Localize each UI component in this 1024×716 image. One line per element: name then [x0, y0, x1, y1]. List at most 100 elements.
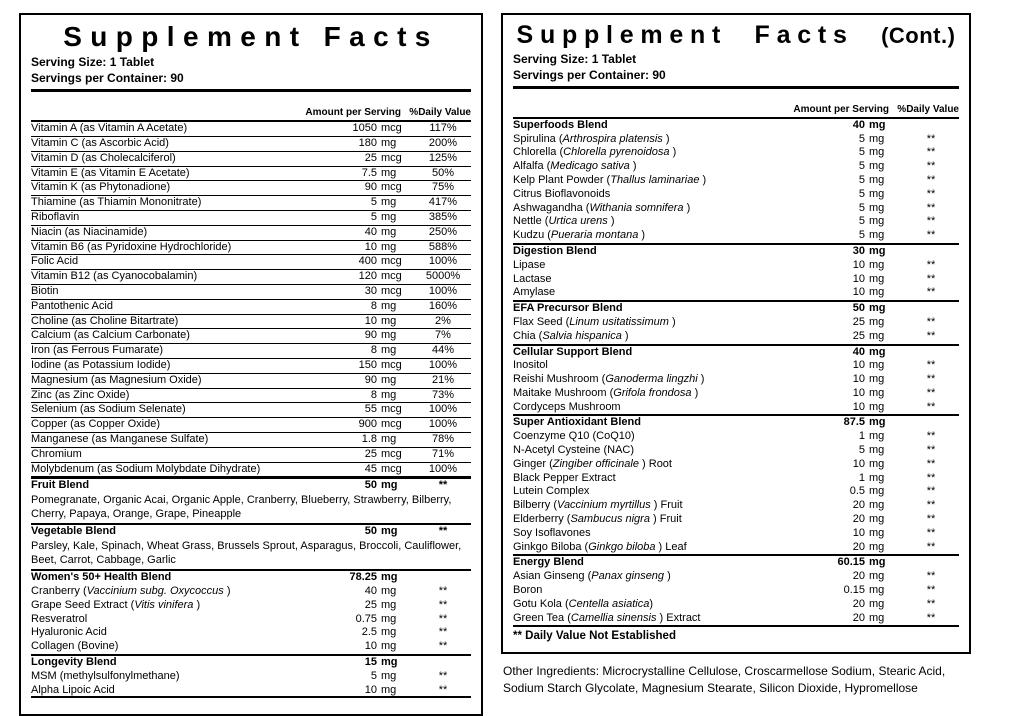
ingredient-name: Ginger (Zingiber officinale ) Root [513, 457, 672, 470]
amount-unit: mg [381, 329, 397, 342]
ingredient-row: Alfalfa (Medicago sativa ) 5 mg ** [513, 160, 959, 174]
ingredient-name: Iron (as Ferrous Fumarate) [31, 344, 164, 357]
ingredient-name: Asian Ginseng (Panax ginseng ) [513, 570, 671, 583]
panel-title-cont-suffix: (Cont.) [881, 23, 956, 48]
amount-unit: mcg [381, 447, 402, 460]
latin-name: Linum usitatissimum [569, 315, 669, 328]
latin-name: Grifola frondosa [613, 386, 692, 399]
ingredient-name: Vitamin A (as Vitamin A Acetate) [31, 122, 188, 135]
amount-unit: mg [381, 225, 397, 238]
amount-value: 40 [364, 225, 377, 238]
amount-value: 25 [364, 447, 377, 460]
daily-value-cell: ** [926, 570, 936, 583]
ingredient-name: Elderberry (Sambucus nigra ) Fruit [513, 513, 682, 526]
latin-name: Urtica urens [548, 215, 608, 228]
amount-unit: mg [869, 302, 886, 315]
amount-unit: mg [381, 196, 397, 209]
amount-value: 10 [364, 240, 377, 253]
ingredient-name: Soy Isoflavones [513, 526, 591, 539]
amount-value: 0.15 [843, 584, 865, 597]
amount-unit: mcg [381, 255, 402, 268]
amount-value: 8 [370, 299, 377, 312]
ingredient-name: Nettle (Urtica urens ) [513, 215, 615, 228]
ingredient-name: Vitamin C (as Ascorbic Acid) [31, 136, 169, 149]
ingredient-row: Inositol 10 mg ** [513, 359, 959, 373]
latin-name: Medicago sativa [550, 160, 630, 173]
ingredient-name: Boron [513, 584, 543, 597]
ingredient-rows-right: Superfoods Blend 40 mg Spirulina (Arthro… [513, 116, 959, 626]
daily-value-cell: ** [438, 585, 448, 598]
amount-value: 10 [852, 457, 865, 470]
daily-value-cell: ** [926, 386, 936, 399]
ingredient-row: Gotu Kola (Centella asiatica) 20 mg ** [513, 598, 959, 612]
daily-value-cell: ** [926, 584, 936, 597]
ingredient-row: Kelp Plant Powder (Thallus laminariae ) … [513, 174, 959, 188]
ingredient-name: Super Antioxidant Blend [513, 416, 641, 429]
amount-value: 120 [358, 270, 377, 283]
ingredient-row: Copper (as Copper Oxide) 900 mcg 100% [31, 418, 471, 433]
amount-unit: mg [381, 612, 397, 625]
blend-header-row: Superfoods Blend 40 mg [513, 119, 959, 133]
amount-value: 90 [364, 329, 377, 342]
amount-value: 78.25 [349, 571, 377, 584]
amount-unit: mg [869, 499, 885, 512]
ingredient-row: Green Tea (Camellia sinensis ) Extract 2… [513, 612, 959, 626]
latin-name: Ginkgo biloba [588, 540, 656, 553]
ingredient-row: Vitamin K (as Phytonadione) 90 mcg 75% [31, 181, 471, 197]
ingredient-name: Iodine (as Potassium Iodide) [31, 358, 171, 371]
daily-value-cell: ** [926, 540, 936, 553]
amount-value: 40 [852, 345, 865, 358]
ingredient-name: Molybdenum (as Sodium Molybdate Dihydrat… [31, 462, 261, 475]
daily-value-cell: ** [926, 430, 936, 443]
amount-value: 10 [852, 526, 865, 539]
daily-value-header: %Daily Value [897, 103, 959, 115]
daily-value-cell: 5000% [425, 270, 461, 283]
ingredient-name: Vegetable Blend [31, 525, 116, 538]
latin-name: Vaccinium subg. Oxycoccus [86, 585, 224, 598]
daily-value-cell: 75% [431, 181, 455, 194]
servings-per-container-line: Servings per Container: 90 [31, 71, 184, 86]
amount-unit: mg [869, 345, 886, 358]
other-ingredients-text: Other Ingredients: Microcrystalline Cell… [503, 664, 946, 696]
amount-value: 5 [858, 201, 865, 214]
amount-unit: mg [381, 432, 397, 445]
blend-header-row: Cellular Support Blend 40 mg [513, 343, 959, 360]
amount-unit: mcg [381, 270, 402, 283]
ingredient-row: Hyaluronic Acid 2.5 mg ** [31, 626, 471, 640]
amount-unit: mg [869, 513, 885, 526]
amount-unit: mg [869, 444, 885, 457]
latin-name: Vitis vinifera [134, 598, 194, 611]
amount-value: 40 [852, 118, 865, 131]
amount-per-serving-header: Amount per Serving [793, 103, 889, 115]
amount-value: 5 [858, 132, 865, 145]
ingredient-row: Nettle (Urtica urens ) 5 mg ** [513, 215, 959, 229]
amount-value: 10 [852, 258, 865, 271]
daily-value-cell: 50% [431, 166, 455, 179]
amount-unit: mg [869, 584, 885, 597]
ingredient-name: Chromium [31, 447, 82, 460]
daily-value-cell: ** [926, 286, 936, 299]
daily-value-cell: ** [438, 640, 448, 653]
amount-unit: mg [381, 640, 397, 653]
ingredient-row: Biotin 30 mcg 100% [31, 285, 471, 300]
ingredient-name: Coenzyme Q10 (CoQ10) [513, 430, 635, 443]
amount-value: 5 [858, 160, 865, 173]
amount-unit: mg [869, 272, 885, 285]
amount-value: 30 [364, 284, 377, 297]
amount-value: 10 [364, 640, 377, 653]
supplement-facts-panel-right: Supplement Facts (Cont.) Serving Size: 1… [501, 13, 971, 655]
amount-value: 5 [858, 187, 865, 200]
amount-unit: mcg [381, 403, 402, 416]
ingredient-row: Lipase 10 mg ** [513, 259, 959, 273]
ingredient-name: Cellular Support Blend [513, 345, 633, 358]
ingredient-name: Spirulina (Arthrospira platensis ) [513, 132, 670, 145]
amount-unit: mg [381, 683, 397, 696]
ingredient-row: Pantothenic Acid 8 mg 160% [31, 300, 471, 315]
daily-value-cell: 21% [431, 373, 455, 386]
panel-title-left: Supplement Facts [63, 21, 439, 52]
ingredient-name: Green Tea (Camellia sinensis ) Extract [513, 611, 701, 624]
daily-value-cell: ** [926, 173, 936, 186]
ingredient-name: Maitake Mushroom (Grifola frondosa ) [513, 386, 699, 399]
daily-value-cell: 71% [431, 447, 455, 460]
amount-value: 10 [852, 359, 865, 372]
